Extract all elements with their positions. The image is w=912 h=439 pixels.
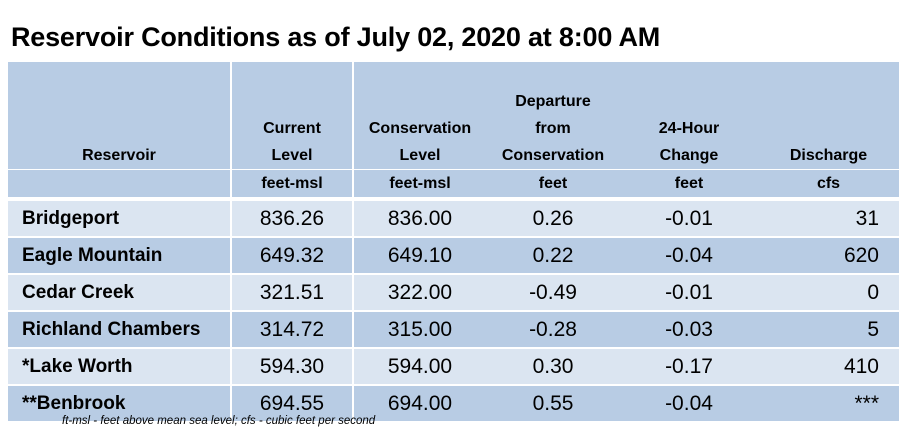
reservoir-name: **Benbrook [8,384,232,421]
reservoir-name: Cedar Creek [8,273,232,310]
unit-current-level: feet-msl [232,169,354,197]
table-row: Bridgeport 836.26 836.00 0.26 -0.01 31 [8,197,899,236]
current-level-value: 836.26 [232,197,354,236]
table-body: Bridgeport 836.26 836.00 0.26 -0.01 31 E… [8,197,899,421]
conservation-level-value: 649.10 [354,236,486,273]
conservation-level-value: 322.00 [354,273,486,310]
current-level-value: 594.30 [232,347,354,384]
header-row: Reservoir Current Level Conservation Lev… [8,62,899,169]
unit-reservoir [8,169,232,197]
current-level-value: 321.51 [232,273,354,310]
departure-value: 0.26 [486,197,620,236]
change-value: -0.01 [620,197,758,236]
page-title: Reservoir Conditions as of July 02, 2020… [11,22,661,52]
unit-conservation-level: feet-msl [354,169,486,197]
conservation-level-value: 594.00 [354,347,486,384]
change-value: -0.01 [620,273,758,310]
departure-value: 0.30 [486,347,620,384]
current-level-value: 694.55 [232,384,354,421]
change-value: -0.04 [620,384,758,421]
current-level-value: 314.72 [232,310,354,347]
units-row: feet-msl feet-msl feet feet cfs [8,169,899,197]
reservoir-name: Bridgeport [8,197,232,236]
footnote: ft-msl - feet above mean sea level; cfs … [62,415,376,427]
conservation-level-value: 694.00 [354,384,486,421]
table-row: *Lake Worth 594.30 594.00 0.30 -0.17 410 [8,347,899,384]
discharge-value: 5 [758,310,899,347]
reservoir-table: Reservoir Current Level Conservation Lev… [8,62,899,421]
conservation-level-value: 315.00 [354,310,486,347]
col-header-24-hour-change: 24-Hour Change [620,62,758,169]
col-header-departure: Departure from Conservation [486,62,620,169]
col-header-discharge: Discharge [758,62,899,169]
departure-value: 0.55 [486,384,620,421]
departure-value: -0.28 [486,310,620,347]
col-header-current-level: Current Level [232,62,354,169]
change-value: -0.17 [620,347,758,384]
current-level-value: 649.32 [232,236,354,273]
table-header: Reservoir Current Level Conservation Lev… [8,62,899,197]
col-header-conservation-level: Conservation Level [354,62,486,169]
discharge-value: *** [758,384,899,421]
change-value: -0.04 [620,236,758,273]
discharge-value: 410 [758,347,899,384]
col-header-reservoir: Reservoir [8,62,232,169]
reservoir-name: Richland Chambers [8,310,232,347]
change-value: -0.03 [620,310,758,347]
departure-value: -0.49 [486,273,620,310]
discharge-value: 620 [758,236,899,273]
table-row: **Benbrook 694.55 694.00 0.55 -0.04 *** [8,384,899,421]
unit-departure: feet [486,169,620,197]
discharge-value: 31 [758,197,899,236]
table-row: Richland Chambers 314.72 315.00 -0.28 -0… [8,310,899,347]
unit-24-hour-change: feet [620,169,758,197]
reservoir-name: Eagle Mountain [8,236,232,273]
departure-value: 0.22 [486,236,620,273]
unit-discharge: cfs [758,169,899,197]
table-row: Eagle Mountain 649.32 649.10 0.22 -0.04 … [8,236,899,273]
conservation-level-value: 836.00 [354,197,486,236]
discharge-value: 0 [758,273,899,310]
table-row: Cedar Creek 321.51 322.00 -0.49 -0.01 0 [8,273,899,310]
reservoir-name: *Lake Worth [8,347,232,384]
